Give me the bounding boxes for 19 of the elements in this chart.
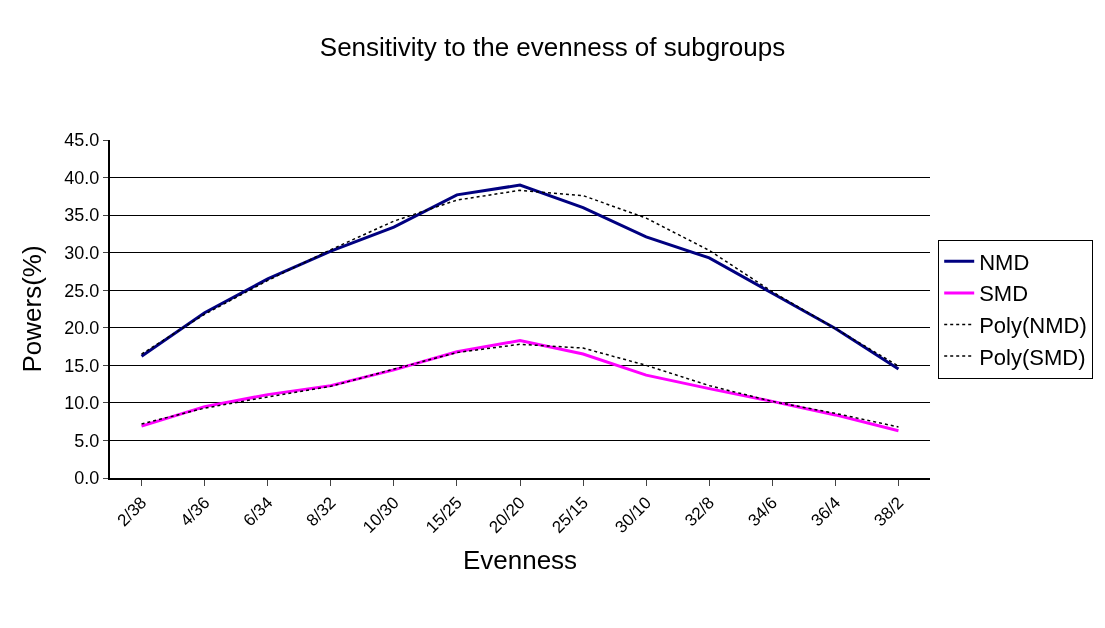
x-axis-title: Evenness: [462, 545, 578, 576]
y-tick-label: 30.0: [64, 242, 100, 263]
y-tick-label: 40.0: [64, 167, 100, 188]
chart-title: Sensitivity to the evenness of subgroups: [319, 31, 786, 62]
y-tick-label: 20.0: [64, 318, 100, 339]
y-tick-label: 25.0: [64, 280, 100, 301]
legend-label: Poly(NMD): [979, 313, 1087, 339]
x-tick-label: 4/36: [176, 493, 214, 531]
y-tick-label: 0.0: [74, 468, 100, 489]
y-tick-label: 15.0: [64, 355, 100, 376]
legend-label: Poly(SMD): [979, 344, 1086, 370]
y-tick-label: 35.0: [64, 205, 100, 226]
legend-label: NMD: [979, 249, 1030, 275]
y-tick-label: 45.0: [64, 130, 100, 151]
y-tick-label: 10.0: [64, 393, 100, 414]
y-axis-title: Powers(%): [17, 245, 48, 373]
x-tick-label: 6/34: [239, 493, 277, 531]
y-tick-label: 5.0: [74, 430, 100, 451]
legend-label: SMD: [979, 281, 1029, 307]
